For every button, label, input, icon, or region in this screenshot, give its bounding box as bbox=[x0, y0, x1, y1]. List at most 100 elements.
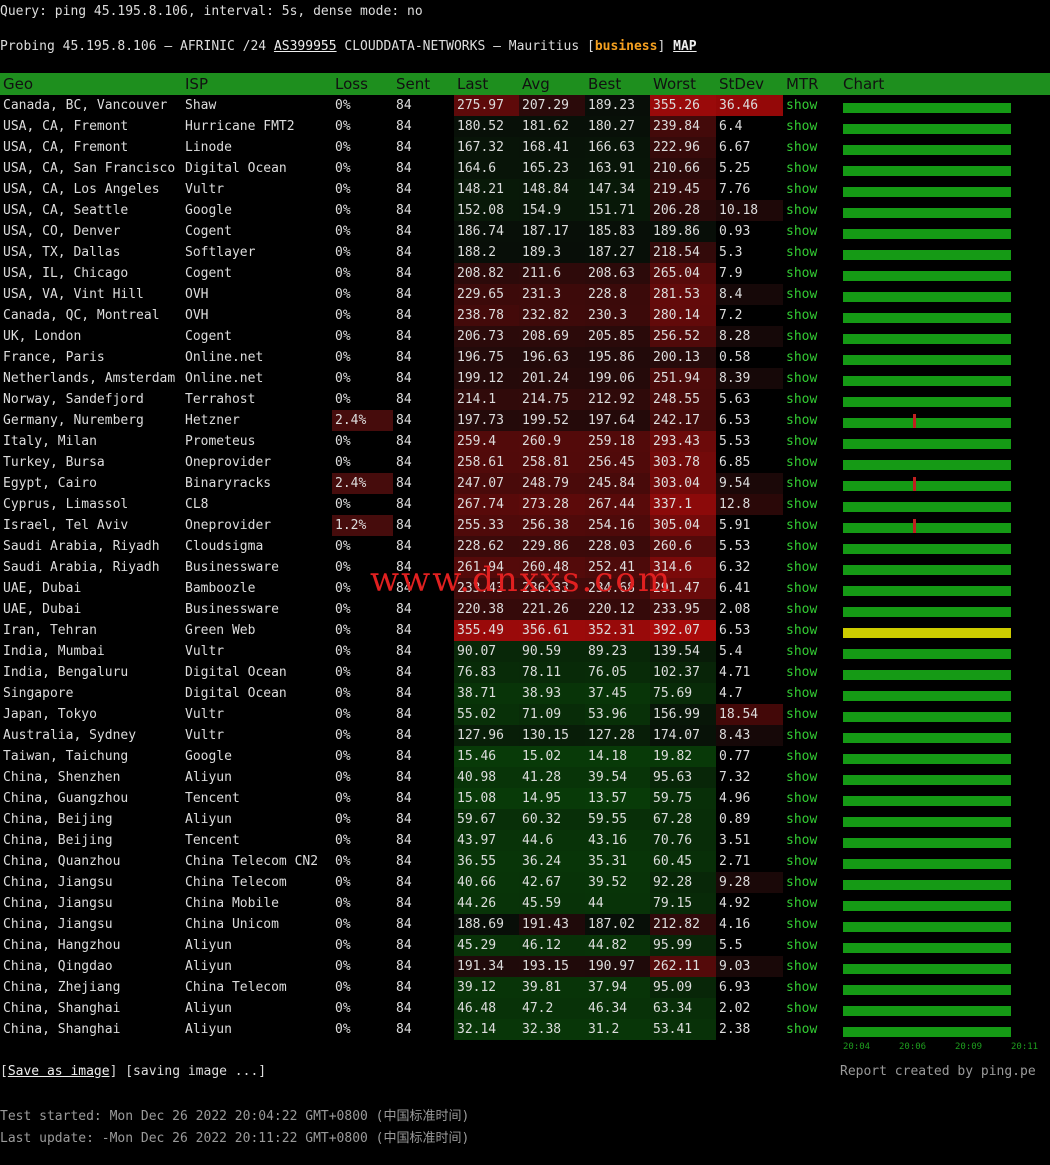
cell: 5.91 bbox=[719, 518, 751, 533]
cell: Canada, BC, Vancouver bbox=[3, 98, 168, 113]
mtr-link[interactable]: show bbox=[786, 182, 818, 197]
ping-chart bbox=[843, 922, 1011, 932]
mtr-link[interactable]: show bbox=[786, 707, 818, 722]
mtr-link[interactable]: show bbox=[786, 497, 818, 512]
mtr-link[interactable]: show bbox=[786, 371, 818, 386]
cell: 43.16 bbox=[585, 830, 650, 851]
mtr-link[interactable]: show bbox=[786, 476, 818, 491]
mtr-link[interactable]: show bbox=[786, 245, 818, 260]
mtr-link[interactable]: show bbox=[786, 728, 818, 743]
mtr-link[interactable]: show bbox=[786, 896, 818, 911]
cell: 44.26 bbox=[454, 893, 519, 914]
ping-chart bbox=[843, 607, 1011, 617]
mtr-link[interactable]: show bbox=[786, 413, 818, 428]
mtr-link[interactable]: show bbox=[786, 224, 818, 239]
cell: 0% bbox=[335, 770, 351, 785]
mtr-link[interactable]: show bbox=[786, 686, 818, 701]
mtr-link[interactable]: show bbox=[786, 665, 818, 680]
cell: 152.08 bbox=[454, 200, 519, 221]
cell: 303.04 bbox=[650, 473, 716, 494]
cell: 0% bbox=[335, 455, 351, 470]
mtr-link[interactable]: show bbox=[786, 581, 818, 596]
mtr-link[interactable]: show bbox=[786, 623, 818, 638]
cell: 256.38 bbox=[519, 515, 585, 536]
mtr-link[interactable]: show bbox=[786, 875, 818, 890]
mtr-link[interactable]: show bbox=[786, 917, 818, 932]
mtr-link[interactable]: show bbox=[786, 1022, 818, 1037]
cell: 84 bbox=[396, 917, 412, 932]
started: Test started: Mon Dec 26 2022 20:04:22 G… bbox=[0, 1109, 470, 1124]
ping-chart bbox=[843, 271, 1011, 281]
cell: OVH bbox=[185, 287, 209, 302]
cell: 186.74 bbox=[454, 221, 519, 242]
cell: 280.14 bbox=[650, 305, 716, 326]
ping-chart bbox=[843, 943, 1011, 953]
mtr-link[interactable]: show bbox=[786, 308, 818, 323]
cell: 352.31 bbox=[585, 620, 650, 641]
cell: Israel, Tel Aviv bbox=[3, 518, 129, 533]
cell: China Mobile bbox=[185, 896, 279, 911]
mtr-link[interactable]: show bbox=[786, 161, 818, 176]
cell: 164.6 bbox=[454, 158, 519, 179]
cell: 75.69 bbox=[650, 683, 716, 704]
ping-chart bbox=[843, 628, 1011, 638]
cell: 4.7 bbox=[719, 686, 743, 701]
mtr-link[interactable]: show bbox=[786, 119, 818, 134]
mtr-link[interactable]: show bbox=[786, 980, 818, 995]
mtr-link[interactable]: show bbox=[786, 434, 818, 449]
mtr-link[interactable]: show bbox=[786, 203, 818, 218]
cell: 84 bbox=[396, 308, 412, 323]
cell: 13.57 bbox=[585, 788, 650, 809]
mtr-link[interactable]: show bbox=[786, 350, 818, 365]
cell: 205.85 bbox=[585, 326, 650, 347]
column-header: MTR bbox=[786, 75, 819, 93]
mtr-link[interactable]: show bbox=[786, 833, 818, 848]
cell: 181.62 bbox=[519, 116, 585, 137]
cell: India, Bengaluru bbox=[3, 665, 129, 680]
mtr-link[interactable]: show bbox=[786, 287, 818, 302]
mtr-link[interactable]: show bbox=[786, 518, 818, 533]
cell: OVH bbox=[185, 308, 209, 323]
cell: 6.53 bbox=[719, 413, 751, 428]
cell: 19.82 bbox=[650, 746, 716, 767]
cell: USA, CA, Fremont bbox=[3, 119, 129, 134]
cell: 185.83 bbox=[585, 221, 650, 242]
mtr-link[interactable]: show bbox=[786, 602, 818, 617]
mtr-link[interactable]: show bbox=[786, 791, 818, 806]
cell: 7.32 bbox=[719, 770, 751, 785]
mtr-link[interactable]: show bbox=[786, 455, 818, 470]
mtr-link[interactable]: show bbox=[786, 539, 818, 554]
mtr-link[interactable]: show bbox=[786, 98, 818, 113]
cell: 39.54 bbox=[585, 767, 650, 788]
mtr-link[interactable]: show bbox=[786, 938, 818, 953]
cell: 0% bbox=[335, 1022, 351, 1037]
cell: China, Zhejiang bbox=[3, 980, 121, 995]
cell: 8.4 bbox=[716, 284, 783, 305]
asn-link[interactable]: AS399955 bbox=[273, 39, 337, 54]
cell: 229.86 bbox=[519, 536, 585, 557]
cell: 45.59 bbox=[519, 893, 585, 914]
watermark: www.dnxxs.com bbox=[370, 560, 673, 600]
cell: 0% bbox=[335, 140, 351, 155]
mtr-link[interactable]: show bbox=[786, 854, 818, 869]
cell: 0% bbox=[335, 203, 351, 218]
mtr-link[interactable]: show bbox=[786, 392, 818, 407]
save-link[interactable]: Save as image bbox=[7, 1064, 110, 1079]
ping-chart bbox=[843, 145, 1011, 155]
cell: 84 bbox=[396, 728, 412, 743]
cell: 190.97 bbox=[585, 956, 650, 977]
mtr-link[interactable]: show bbox=[786, 959, 818, 974]
mtr-link[interactable]: show bbox=[786, 266, 818, 281]
map-link[interactable]: MAP bbox=[673, 39, 697, 54]
cell: 0% bbox=[335, 287, 351, 302]
cell: Cogent bbox=[185, 224, 232, 239]
mtr-link[interactable]: show bbox=[786, 749, 818, 764]
mtr-link[interactable]: show bbox=[786, 560, 818, 575]
mtr-link[interactable]: show bbox=[786, 812, 818, 827]
cell: 84 bbox=[396, 581, 412, 596]
mtr-link[interactable]: show bbox=[786, 644, 818, 659]
mtr-link[interactable]: show bbox=[786, 329, 818, 344]
mtr-link[interactable]: show bbox=[786, 770, 818, 785]
mtr-link[interactable]: show bbox=[786, 1001, 818, 1016]
mtr-link[interactable]: show bbox=[786, 140, 818, 155]
